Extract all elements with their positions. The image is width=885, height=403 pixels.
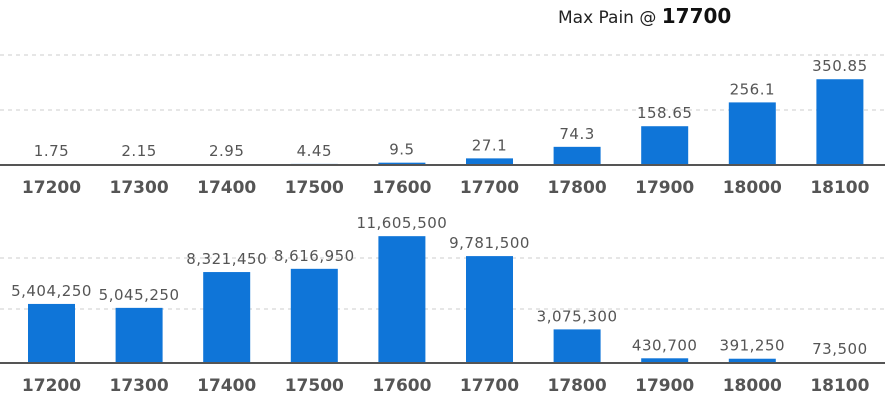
data-label-17400: 8,321,450 [186,250,267,268]
bar-17900 [641,358,689,363]
data-label-17400: 2.95 [209,142,244,160]
data-label-17900: 158.65 [637,104,693,122]
premium-bar-chart: 1.75 17200 2.15 17300 2.95 17400 4.45 17500 9.5 1… [0,54,885,198]
tick-label-17800: 17800 [548,178,607,198]
data-label-17600: 11,605,500 [356,214,447,232]
tick-label-17600: 17600 [372,376,431,396]
bar-17700 [466,256,513,363]
data-label-17800: 3,075,300 [537,307,618,325]
bar-17800 [553,146,601,165]
tick-label-17600: 17600 [372,178,431,198]
data-label-17600: 9.5 [389,141,414,159]
tick-label-18000: 18000 [723,376,782,396]
data-label-17200: 5,404,250 [11,282,92,300]
bar-17400 [203,272,251,363]
tick-label-17400: 17400 [197,178,256,198]
tick-label-18100: 18100 [810,376,869,396]
tick-label-18000: 18000 [723,178,782,198]
bar-18000 [728,358,776,363]
data-label-17700: 9,781,500 [449,234,530,252]
data-label-17700: 27.1 [472,136,507,154]
tick-label-17400: 17400 [197,376,256,396]
tick-label-17500: 17500 [285,178,344,198]
data-label-17800: 74.3 [559,125,594,143]
tick-label-17700: 17700 [460,376,519,396]
bar-18100 [816,79,864,165]
bar-17800 [553,329,601,363]
bar-17700 [466,158,513,165]
title-prefix: Max Pain @ [558,8,657,28]
bar-17300 [115,307,163,363]
bar-18000 [728,102,776,165]
data-label-17300: 2.15 [121,142,156,160]
tick-label-17200: 17200 [22,376,81,396]
tick-label-17300: 17300 [110,376,169,396]
tick-label-17500: 17500 [285,376,344,396]
bar-17200 [28,303,75,363]
tick-label-17900: 17900 [635,178,694,198]
tick-label-17800: 17800 [548,376,607,396]
data-label-18100: 73,500 [812,340,868,358]
data-label-18100: 350.85 [812,57,868,75]
chart-title: Max Pain @ 17700 [558,4,731,28]
bar-17600 [378,236,426,363]
data-label-17500: 4.45 [297,142,332,160]
bar-17900 [641,126,689,165]
open-interest-bar-chart: 5,404,250 17200 5,045,250 17300 8,321,450 174… [0,214,885,396]
bar-17500 [290,268,338,363]
tick-label-17900: 17900 [635,376,694,396]
tick-label-17300: 17300 [110,178,169,198]
data-label-17500: 8,616,950 [274,247,355,265]
data-label-17200: 1.75 [34,142,69,160]
tick-label-17700: 17700 [460,178,519,198]
bar-17600 [378,162,426,165]
data-label-17300: 5,045,250 [99,286,180,304]
data-label-17900: 430,700 [632,336,698,354]
data-label-18000: 256.1 [730,80,775,98]
data-label-18000: 391,250 [720,337,786,355]
tick-label-17200: 17200 [22,178,81,198]
tick-label-18100: 18100 [810,178,869,198]
max-pain-strike: 17700 [661,4,732,28]
